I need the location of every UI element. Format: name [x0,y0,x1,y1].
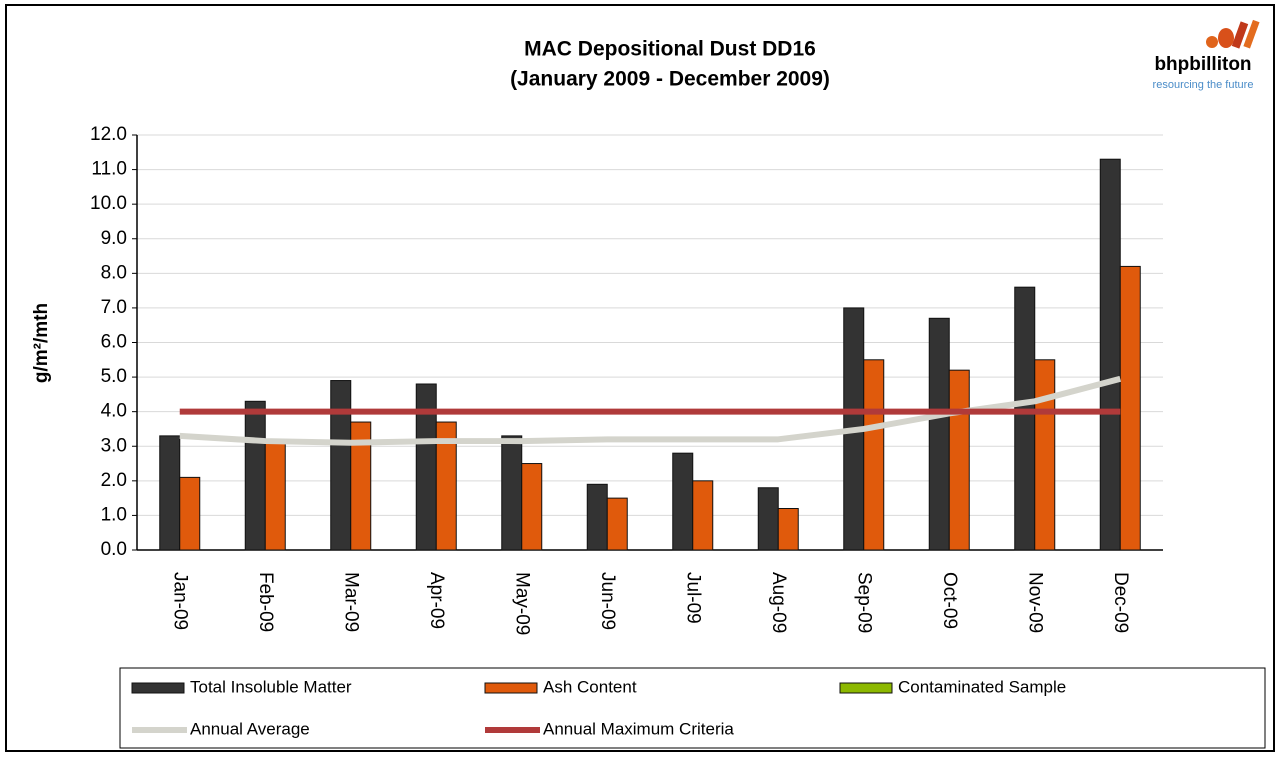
y-tick-label: 5.0 [101,366,127,387]
legend-swatch [839,682,893,694]
x-tick-label: Jul-09 [683,572,704,624]
y-tick-label: 10.0 [90,193,127,214]
legend-label: Ash Content [543,677,637,696]
frame [5,4,1275,752]
bar [501,435,523,551]
legend-swatch [131,682,185,694]
y-tick-label: 12.0 [90,124,127,145]
bar [521,463,543,551]
y-tick-label: 7.0 [101,297,127,318]
y-tick-label: 0.0 [101,539,127,560]
y-tick-label: 6.0 [101,332,127,353]
y-tick-label: 1.0 [101,504,127,525]
bar [777,508,799,551]
bar [928,317,950,551]
y-tick-label: 2.0 [101,470,127,491]
legend-label: Annual Average [190,719,310,738]
y-tick-label: 4.0 [101,401,127,422]
bar [264,438,286,551]
x-tick-label: Aug-09 [768,572,789,633]
bar [244,400,266,551]
y-tick-label: 9.0 [101,228,127,249]
x-tick-label: Jun-09 [597,572,618,630]
bar [350,421,372,551]
bar [330,380,352,551]
bar [586,483,608,551]
bar [1014,286,1036,551]
legend-label: Annual Maximum Criteria [543,719,734,738]
bar [1099,158,1121,551]
x-tick-label: Dec-09 [1110,572,1131,633]
bar [692,480,714,551]
x-tick-label: Mar-09 [341,572,362,632]
bar [1034,359,1056,551]
logo-name: bhpbilliton [1154,54,1251,75]
bar [1119,265,1141,551]
x-tick-label: Feb-09 [255,572,276,632]
y-tick-label: 11.0 [91,159,127,180]
x-tick-label: Jan-09 [170,572,191,630]
chart-title: MAC Depositional Dust DD16 [524,38,816,61]
y-axis-label: g/m²/mth [31,303,52,383]
x-tick-label: Sep-09 [854,572,875,633]
x-tick-label: May-09 [512,572,533,635]
legend-label: Total Insoluble Matter [190,677,352,696]
x-tick-label: Nov-09 [1025,572,1046,633]
bar [672,452,694,551]
legend-label: Contaminated Sample [898,677,1066,696]
bar [159,435,181,551]
y-tick-label: 3.0 [101,435,127,456]
x-tick-label: Apr-09 [426,572,447,629]
logo-icon [1206,19,1260,49]
legend-swatch [484,682,538,694]
bar [435,421,457,551]
logo-tagline: resourcing the future [1153,79,1254,91]
bar [863,359,885,551]
legend [119,667,1266,749]
chart-subtitle: (January 2009 - December 2009) [510,68,830,91]
bar [179,476,201,551]
x-tick-label: Oct-09 [939,572,960,629]
bar [948,369,970,551]
bar [606,497,628,551]
bar [757,487,779,551]
y-tick-label: 8.0 [101,262,127,283]
